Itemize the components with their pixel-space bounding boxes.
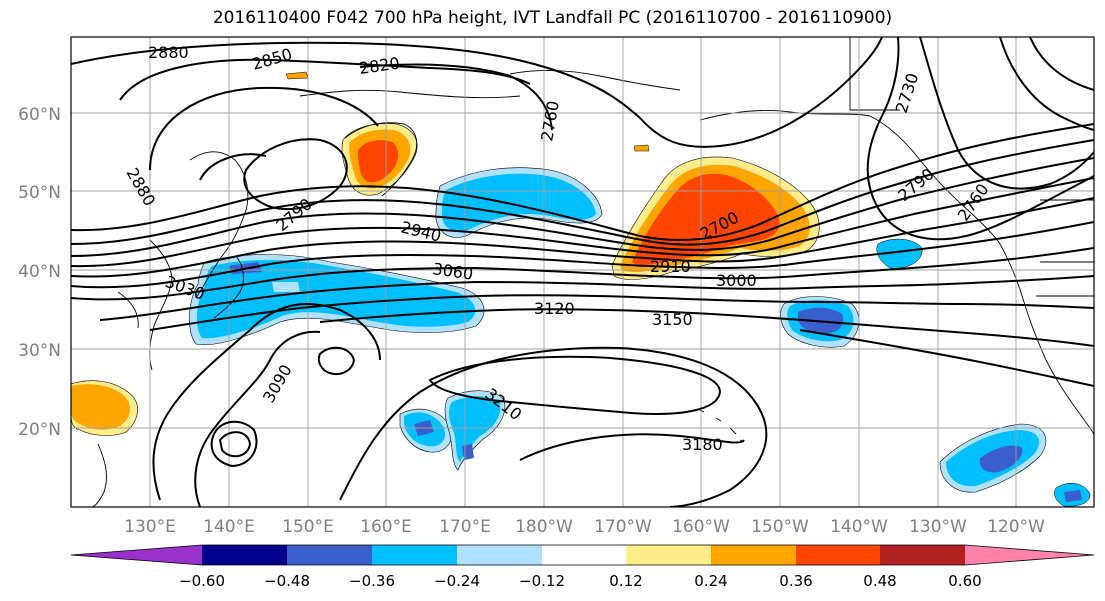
colorbar: −0.60 −0.48 −0.36 −0.24 −0.12 0.12 0.24 … <box>70 544 1095 590</box>
lon-label-130w: 130°W <box>909 517 967 537</box>
lon-label-140e: 140°E <box>203 517 255 537</box>
contour-label-3120: 3120 <box>534 299 575 318</box>
map-frame <box>70 36 1095 508</box>
figure-title: 2016110400 F042 700 hPa height, IVT Land… <box>212 8 893 28</box>
lon-label-160e: 160°E <box>360 517 412 537</box>
colorbar-swatch-0 <box>71 545 202 565</box>
lon-label-150e: 150°E <box>282 517 334 537</box>
colorbar-swatch-10 <box>965 545 1094 565</box>
colorbar-swatch-5 <box>542 545 626 565</box>
colorbar-swatch-8 <box>796 545 880 565</box>
lat-label-50n: 50°N <box>18 183 61 203</box>
colorbar-swatch-3 <box>372 545 457 565</box>
ivt-positive-gulf-alaska-red <box>632 173 780 265</box>
colorbar-tick-label: −0.24 <box>434 572 480 590</box>
colorbar-swatch-1 <box>202 545 287 565</box>
colorbar-tick-label: 0.36 <box>779 572 812 590</box>
lon-label-140w: 140°W <box>830 517 888 537</box>
lon-label-180w: 180°W <box>515 517 573 537</box>
colorbar-tick-label: 0.48 <box>863 572 896 590</box>
contour-label-3180: 3180 <box>682 435 723 454</box>
colorbar-swatch-7 <box>711 545 796 565</box>
lon-label-150w: 150°W <box>751 517 809 537</box>
lat-label-20n: 20°N <box>18 420 61 440</box>
coastlines <box>91 37 1094 507</box>
colorbar-swatch-9 <box>880 545 965 565</box>
colorbar-swatch-2 <box>287 545 372 565</box>
colorbar-tick-label: −0.60 <box>179 572 225 590</box>
colorbar-swatch-4 <box>457 545 542 565</box>
contour-label-3000: 3000 <box>716 271 757 290</box>
colorbar-tick-label: 0.12 <box>609 572 642 590</box>
lat-label-30n: 30°N <box>18 341 61 361</box>
contour-label-2910: 2910 <box>650 257 691 276</box>
contour-label-3150: 3150 <box>652 310 693 329</box>
colorbar-tick-label: 0.60 <box>948 572 981 590</box>
lon-label-130e: 130°E <box>124 517 176 537</box>
colorbar-tick-label: −0.48 <box>264 572 310 590</box>
longitude-labels: 130°E 140°E 150°E 160°E 170°E 180°W 170°… <box>124 517 1045 537</box>
lon-label-120w: 120°W <box>987 517 1045 537</box>
colorbar-swatch-6 <box>626 545 711 565</box>
contour-labels: 2880 2850 2820 2760 2730 2880 2790 2790 … <box>123 43 993 454</box>
height-contours <box>71 37 1094 507</box>
contour-label-2880: 2880 <box>148 43 189 62</box>
lat-label-40n: 40°N <box>18 262 61 282</box>
colorbar-tick-label: −0.36 <box>349 572 395 590</box>
latitude-labels: 60°N 50°N 40°N 30°N 20°N <box>18 105 61 440</box>
lon-label-170e: 170°E <box>439 517 491 537</box>
lon-label-170w: 170°W <box>594 517 652 537</box>
colorbar-tick-label: 0.24 <box>694 572 727 590</box>
lon-label-160w: 160°W <box>672 517 730 537</box>
colorbar-tick-label: −0.12 <box>519 572 565 590</box>
lat-label-60n: 60°N <box>18 105 61 125</box>
